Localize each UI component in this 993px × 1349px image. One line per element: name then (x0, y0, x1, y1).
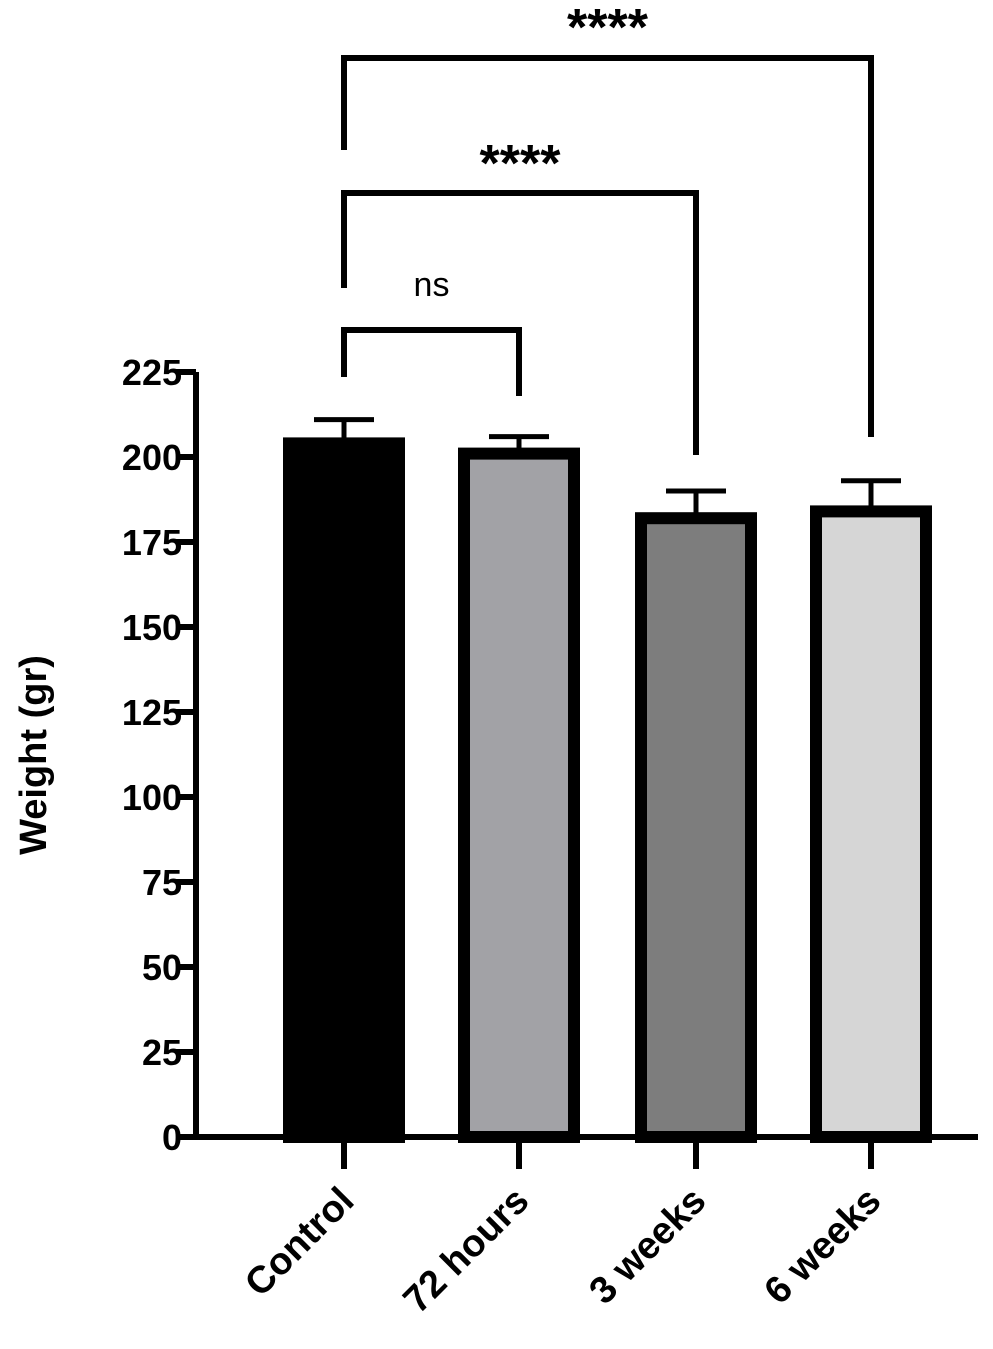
y-tick-label: 150 (122, 607, 182, 648)
bar (458, 447, 580, 1144)
x-category-label: Control (237, 1180, 362, 1305)
significance-bracket (341, 190, 699, 455)
y-tick-label: 100 (122, 777, 182, 818)
x-category-labels: Control 72 hours 3 weeks 6 weeks (237, 1180, 889, 1322)
significance-brackets: ns **** **** (341, 0, 874, 455)
y-axis-title: Weight (gr) (13, 655, 55, 855)
y-tick-label: 225 (122, 352, 182, 393)
y-tick-label: 50 (142, 947, 182, 988)
error-bars (314, 417, 901, 519)
y-tick-label: 25 (142, 1032, 182, 1073)
bar (635, 512, 757, 1143)
significance-bracket (341, 327, 522, 396)
y-tick-labels: 0 25 50 75 100 125 150 175 200 225 (122, 352, 182, 1158)
y-tick-label: 175 (122, 522, 182, 563)
bar (810, 505, 932, 1143)
y-tick-label: 75 (142, 862, 182, 903)
y-tick-label: 125 (122, 692, 182, 733)
significance-label: ns (414, 266, 450, 304)
significance-label: **** (567, 0, 649, 57)
significance-label: **** (480, 135, 562, 193)
bar (283, 437, 405, 1143)
bars (283, 437, 932, 1144)
y-tick-label: 0 (162, 1117, 182, 1158)
x-category-label: 3 weeks (582, 1180, 715, 1313)
significance-bracket (341, 55, 874, 437)
y-tick-label: 200 (122, 437, 182, 478)
x-category-label: 6 weeks (757, 1180, 890, 1313)
x-category-label: 72 hours (396, 1180, 538, 1322)
